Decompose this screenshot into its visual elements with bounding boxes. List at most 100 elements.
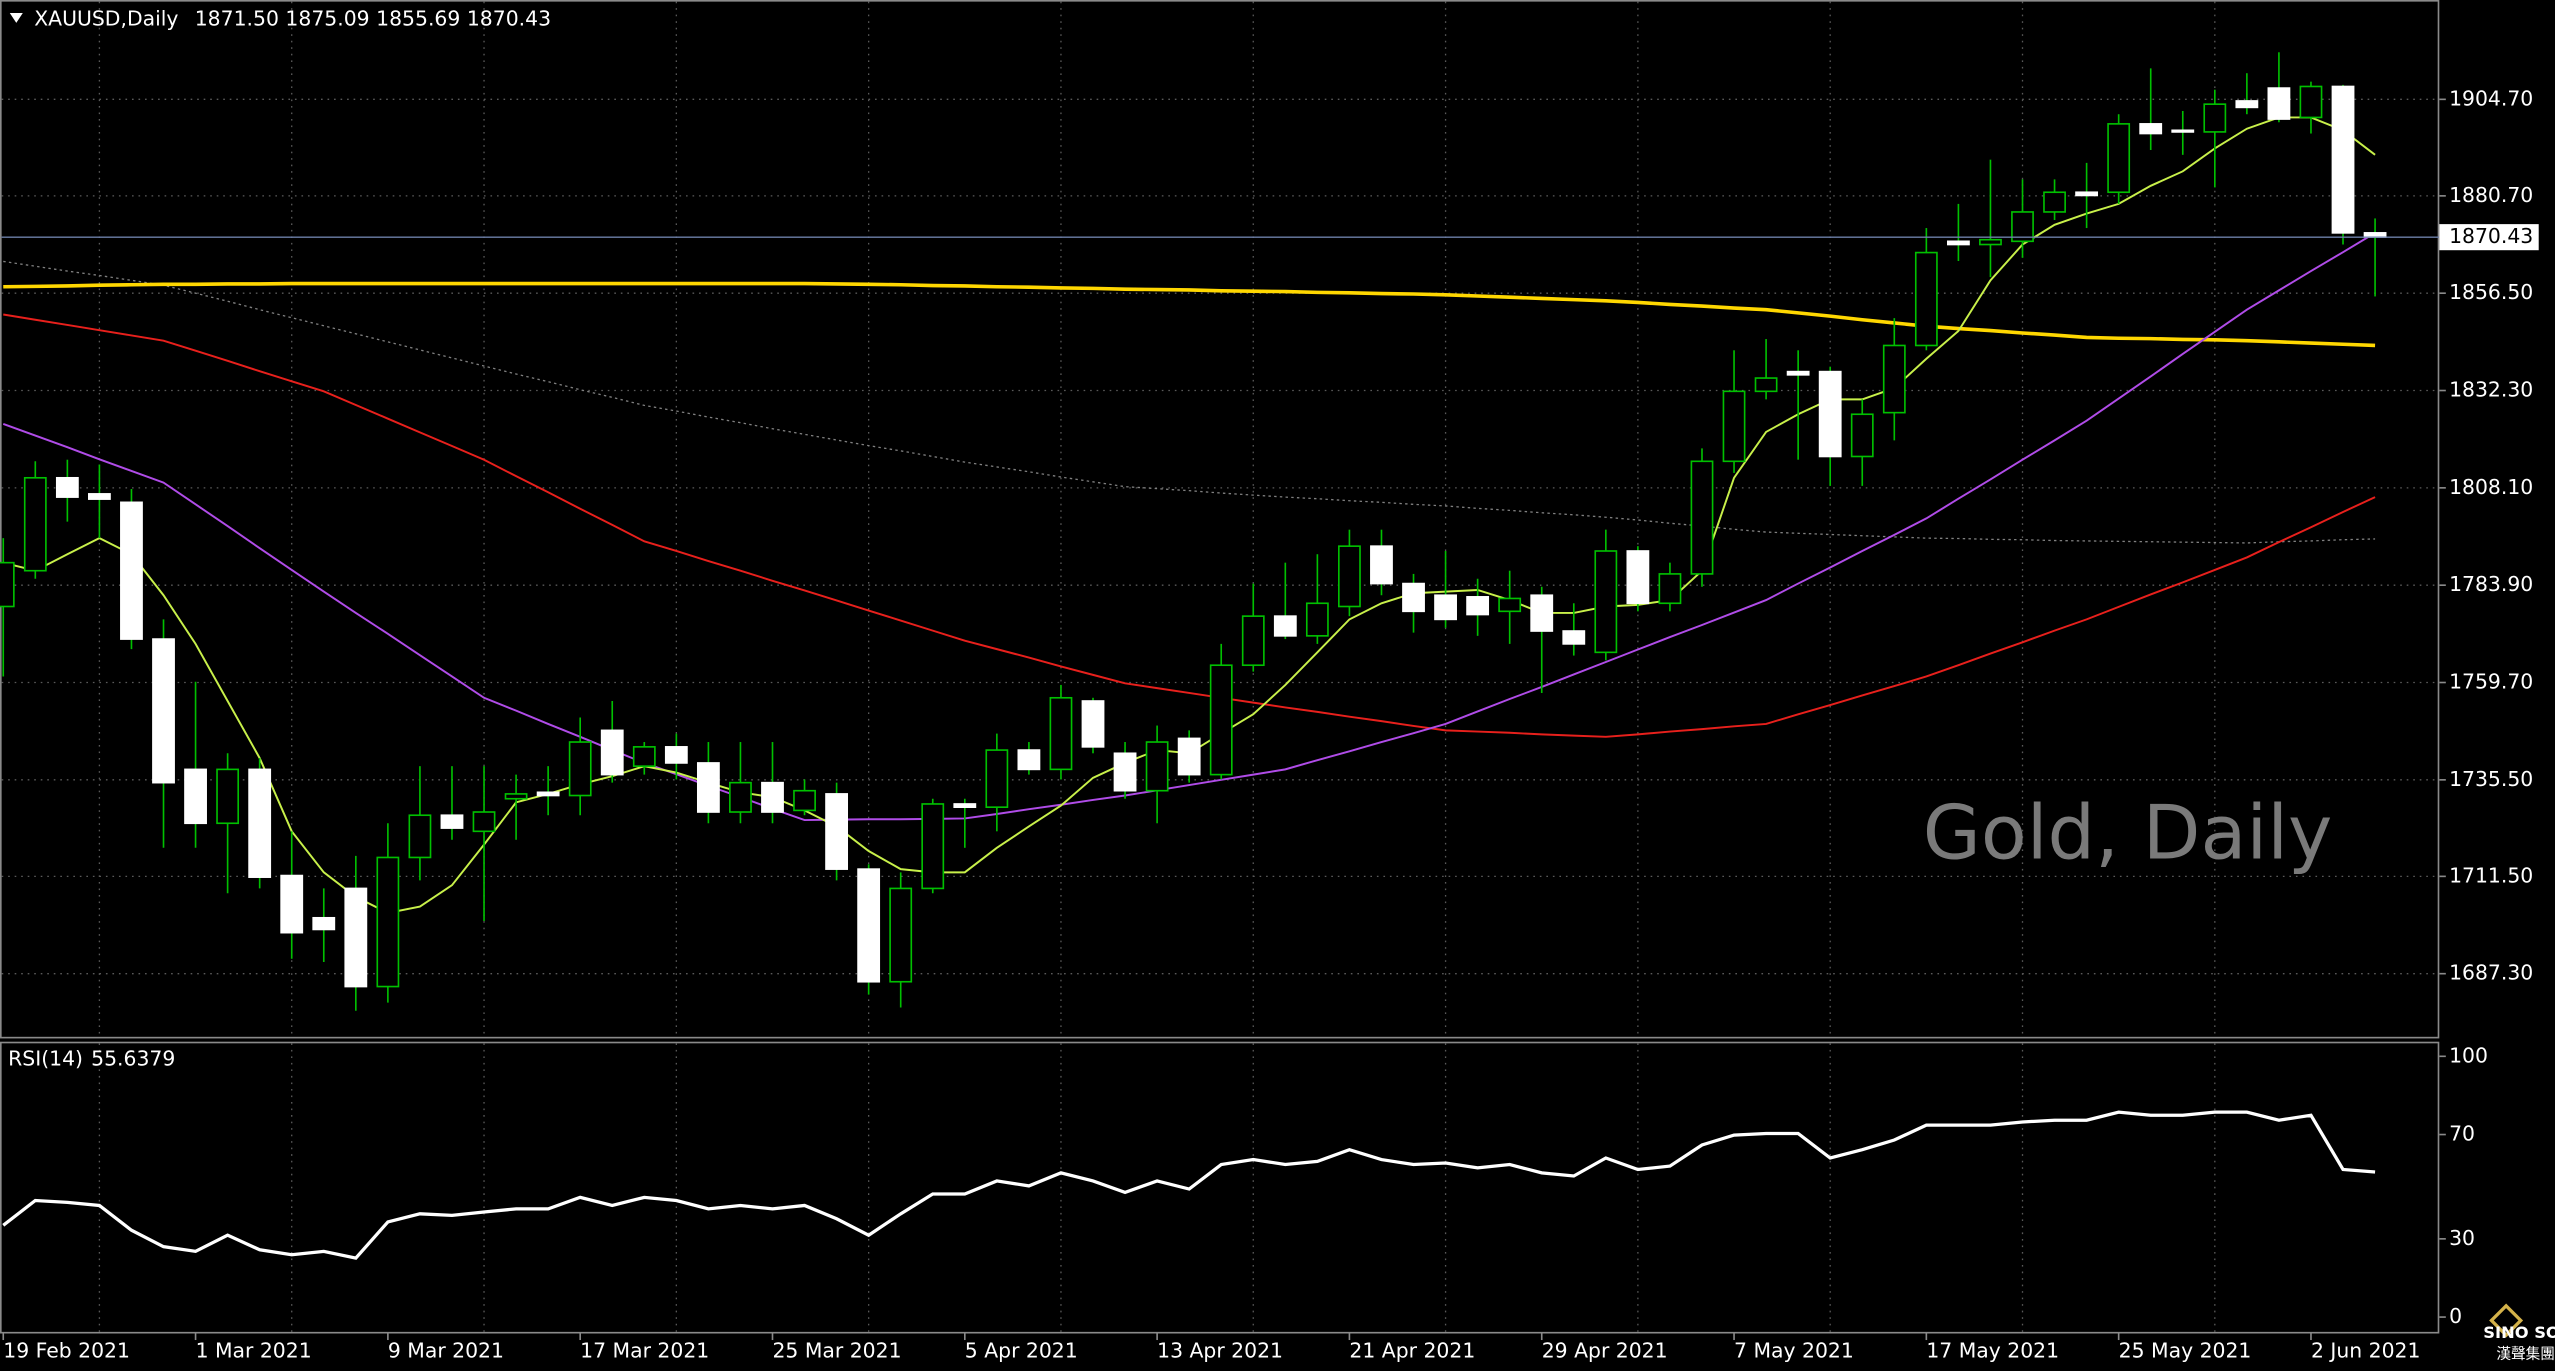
last-bar-label: 1875.09	[285, 7, 369, 31]
grid-layer	[1, 1, 2438, 1332]
menu-triangle[interactable]	[9, 13, 23, 23]
candle-body	[2299, 85, 2323, 119]
candle-body	[1145, 741, 1169, 792]
x-tick-label: 29 Apr 2021	[1542, 1338, 1668, 1362]
candle-body	[1658, 573, 1682, 605]
candle-body	[1466, 596, 1490, 616]
logo-subtitle: 漢聲集團	[2496, 1346, 2555, 1363]
candle-body	[1562, 630, 1586, 645]
rsi-panel-border	[0, 1041, 2440, 1334]
candle-body	[1946, 240, 1970, 246]
candle-body	[440, 814, 464, 829]
candle-body	[120, 501, 143, 640]
y-tick-label: 1832.30	[2449, 378, 2533, 402]
candle-body	[632, 746, 656, 767]
candle-body	[344, 887, 368, 988]
rsi-y-tick-label: 0	[2449, 1304, 2462, 1328]
x-tick-label: 25 May 2021	[2119, 1338, 2252, 1362]
y-tick-label: 1880.70	[2449, 183, 2533, 207]
candle-body	[1177, 737, 1201, 776]
x-tick-label: 5 Apr 2021	[965, 1338, 1078, 1362]
candle-body	[1722, 390, 1746, 463]
last-bar-label: 1870.43	[467, 7, 551, 31]
candle-body	[1594, 550, 1618, 654]
candle-body	[761, 781, 784, 813]
candle-body	[1370, 545, 1393, 585]
candle-body	[2267, 87, 2291, 120]
rsi-name: RSI(14)	[8, 1047, 83, 1071]
candle-body	[0, 561, 15, 608]
candle-body	[2107, 123, 2131, 194]
y-tick-label: 1783.90	[2449, 572, 2533, 596]
candle-body	[1113, 752, 1137, 792]
y-tick-label: 1759.70	[2449, 670, 2533, 694]
candle-body	[1530, 594, 1554, 632]
logo-icon	[2489, 1303, 2524, 1338]
candle-body	[1402, 582, 1425, 613]
candle-body	[1979, 238, 2002, 246]
candle-body	[857, 868, 881, 983]
y-tick-label: 1687.30	[2449, 961, 2533, 985]
candle-body	[1209, 664, 1233, 776]
candle-body	[312, 916, 336, 931]
candle-body	[1786, 370, 1810, 376]
y-tick-label: 1904.70	[2449, 86, 2533, 110]
candle-body	[1882, 344, 1906, 414]
y-tick-label: 1711.50	[2449, 863, 2533, 887]
candle-body	[216, 768, 240, 825]
logo: SINO SOUND 漢聲集團	[2483, 1303, 2555, 1363]
logo-name: SINO SOUND	[2483, 1323, 2555, 1342]
y-tick-label: 1808.10	[2449, 475, 2533, 499]
candle-body	[2235, 100, 2259, 109]
candle-body	[729, 781, 752, 813]
candle-body	[2011, 211, 2034, 243]
candle-body	[1241, 615, 1265, 667]
x-tick-label: 2 Jun 2021	[2311, 1338, 2421, 1362]
x-tick-label: 21 Apr 2021	[1349, 1338, 1475, 1362]
candle-body	[1434, 594, 1457, 621]
moving-average-line	[3, 281, 2376, 348]
candle-body	[825, 793, 849, 870]
chart-title: XAUUSD,Daily	[34, 7, 178, 31]
candle-body	[600, 729, 624, 776]
candle-body	[2043, 191, 2066, 213]
moving-average-line	[3, 260, 2376, 544]
moving-average-line	[3, 313, 2376, 738]
x-tick-label: 25 Mar 2021	[772, 1338, 901, 1362]
candle-body	[88, 493, 111, 500]
current-price-box	[2439, 224, 2539, 251]
candle-body	[504, 793, 528, 800]
candle-body	[376, 856, 400, 988]
last-bar-label: 1871.50	[195, 7, 279, 31]
candle-body	[2203, 103, 2227, 133]
y-tick-label: 1856.50	[2449, 280, 2533, 304]
moving-average-line	[2, 232, 2376, 822]
rsi-y-tick-label: 30	[2449, 1226, 2475, 1250]
candle-body	[536, 791, 560, 797]
candle-body	[184, 768, 207, 825]
candle-body	[280, 874, 304, 934]
candle-body	[2075, 191, 2099, 197]
candle-body	[55, 476, 79, 498]
price-panel-border	[0, 0, 2440, 1039]
candle-body	[2331, 85, 2355, 234]
candle-body	[1305, 602, 1329, 637]
x-tick-label: 17 Mar 2021	[580, 1338, 709, 1362]
candle-body	[152, 638, 175, 784]
candle-body	[472, 811, 496, 833]
candle-body	[1754, 377, 1778, 393]
candle-body	[1017, 749, 1041, 771]
y-tick-label: 1735.50	[2449, 767, 2533, 791]
candle-body	[248, 768, 272, 878]
candle-body	[2139, 123, 2163, 135]
candle-body	[2171, 129, 2195, 133]
current-price-label: 1870.43	[2449, 224, 2533, 248]
rsi-current-label: 55.6379	[91, 1047, 175, 1071]
x-tick-label: 7 May 2021	[1734, 1338, 1854, 1362]
candle-body	[985, 749, 1009, 808]
candle-body	[1850, 413, 1874, 458]
candle-body	[1818, 370, 1842, 458]
